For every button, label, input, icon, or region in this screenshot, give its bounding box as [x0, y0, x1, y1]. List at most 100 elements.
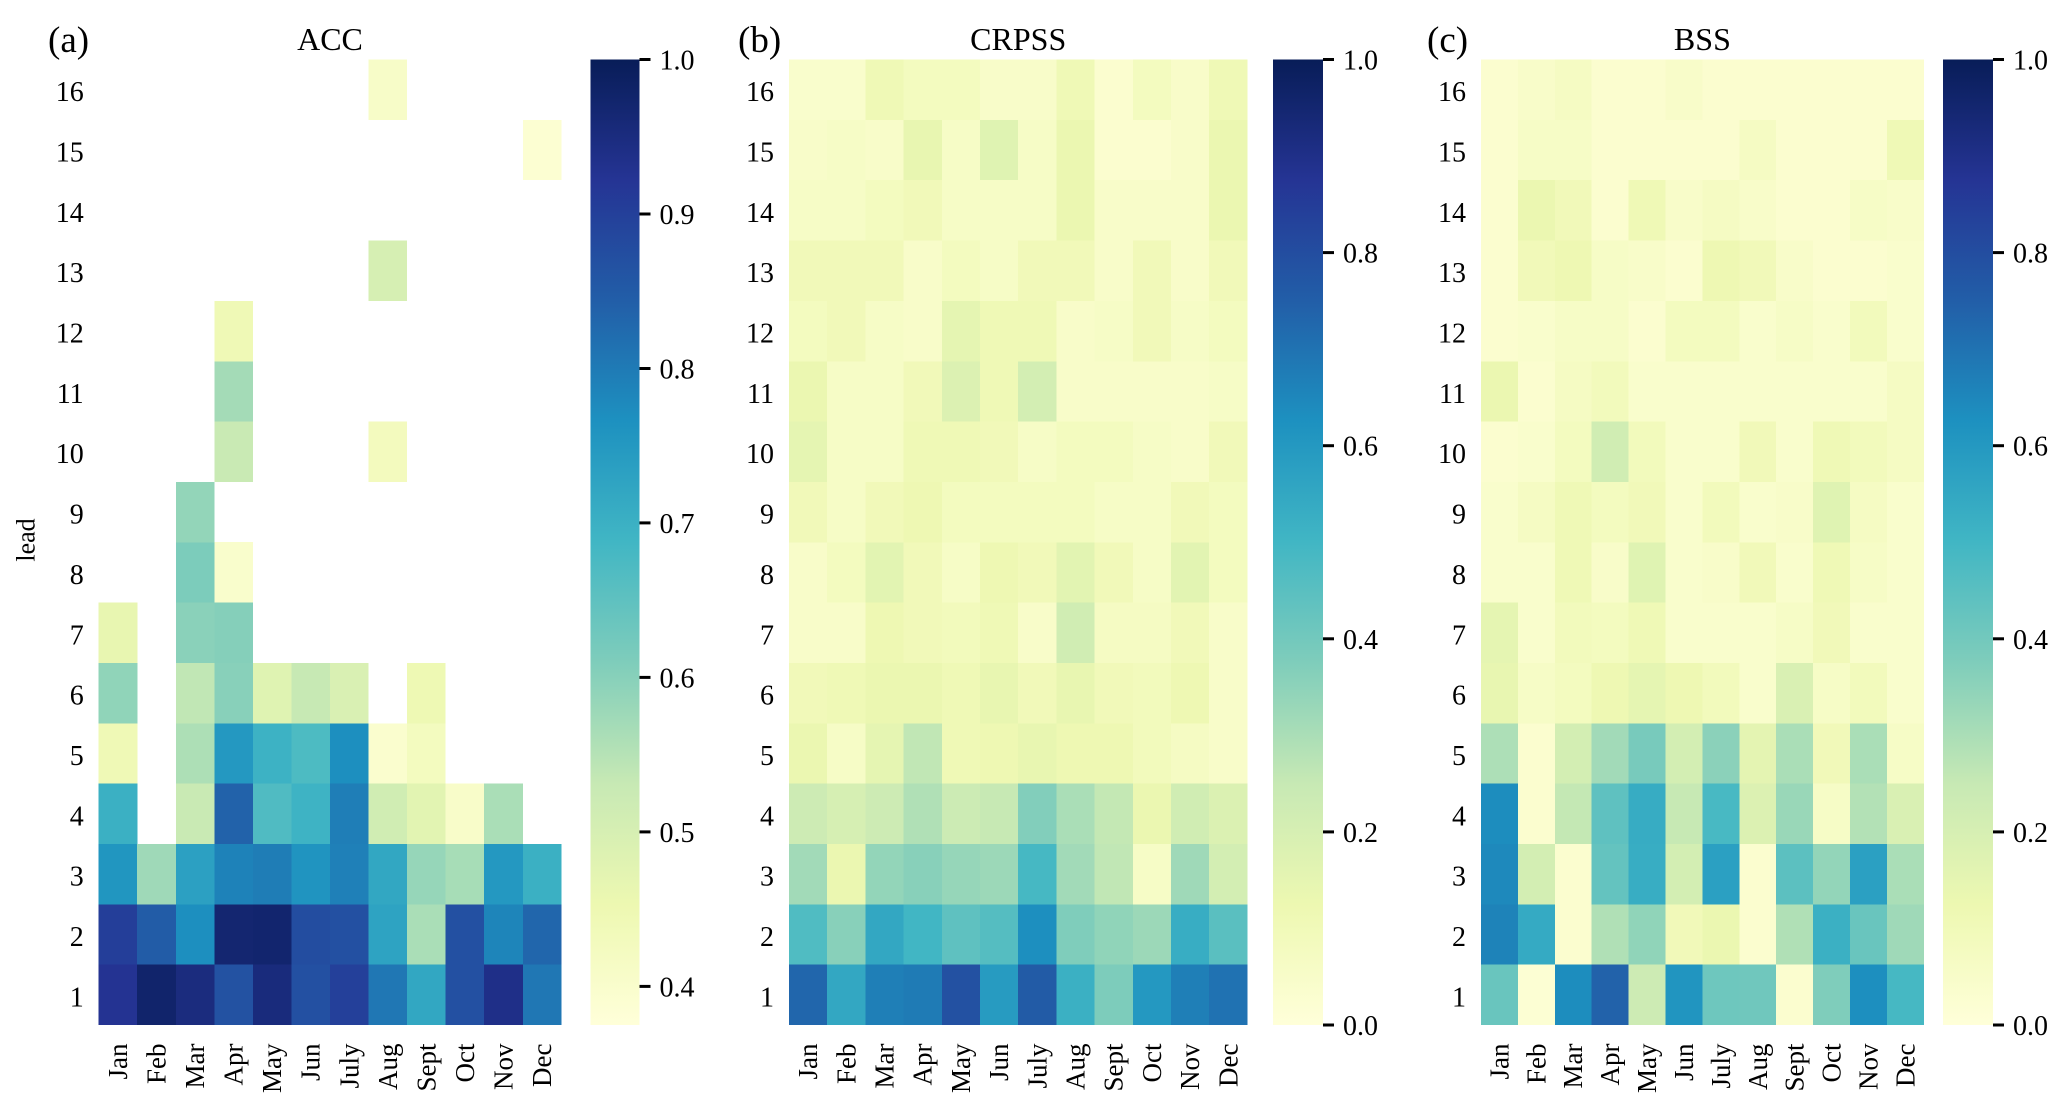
svg-text:16: 16: [746, 77, 774, 108]
svg-text:Feb: Feb: [1521, 1044, 1551, 1085]
svg-text:May: May: [1632, 1043, 1662, 1093]
svg-text:1.0: 1.0: [2013, 46, 2048, 77]
svg-text:8: 8: [70, 560, 84, 591]
svg-text:July: July: [1022, 1043, 1052, 1089]
svg-text:0.9: 0.9: [660, 200, 695, 231]
svg-text:Sept: Sept: [411, 1043, 441, 1092]
svg-text:Dec: Dec: [1213, 1043, 1243, 1086]
svg-text:4: 4: [70, 801, 84, 832]
svg-text:9: 9: [760, 500, 774, 531]
svg-text:3: 3: [1452, 862, 1466, 893]
svg-text:9: 9: [70, 500, 84, 531]
svg-text:Mar: Mar: [180, 1043, 210, 1088]
svg-text:0.8: 0.8: [660, 355, 695, 386]
svg-text:13: 13: [1438, 258, 1466, 289]
svg-text:1.0: 1.0: [1343, 46, 1378, 77]
svg-text:12: 12: [1438, 319, 1466, 350]
svg-text:6: 6: [1452, 681, 1466, 712]
svg-text:Jan: Jan: [1485, 1043, 1515, 1079]
svg-text:Jun: Jun: [296, 1043, 326, 1081]
svg-text:Apr: Apr: [908, 1044, 938, 1086]
svg-text:16: 16: [1438, 77, 1466, 108]
svg-text:15: 15: [1438, 138, 1466, 169]
svg-text:July: July: [1706, 1043, 1736, 1089]
svg-text:Jun: Jun: [984, 1043, 1014, 1081]
svg-text:ACC: ACC: [297, 21, 363, 57]
svg-text:0.4: 0.4: [660, 972, 695, 1003]
svg-text:1.0: 1.0: [660, 46, 695, 77]
svg-text:5: 5: [760, 741, 774, 772]
svg-text:Mar: Mar: [1558, 1043, 1588, 1088]
svg-text:8: 8: [1452, 560, 1466, 591]
svg-text:Apr: Apr: [1595, 1044, 1625, 1086]
svg-text:0.4: 0.4: [1343, 625, 1378, 656]
svg-text:Aug: Aug: [373, 1044, 403, 1091]
svg-text:8: 8: [760, 560, 774, 591]
svg-text:1: 1: [1452, 982, 1466, 1013]
svg-text:CRPSS: CRPSS: [970, 21, 1066, 57]
svg-text:0.6: 0.6: [2013, 432, 2048, 463]
svg-text:Dec: Dec: [1890, 1043, 1920, 1086]
svg-text:Mar: Mar: [870, 1043, 900, 1088]
svg-text:BSS: BSS: [1674, 21, 1731, 57]
svg-text:July: July: [334, 1043, 364, 1089]
svg-text:Aug: Aug: [1743, 1044, 1773, 1091]
svg-text:(c): (c): [1427, 20, 1468, 61]
svg-text:7: 7: [760, 620, 774, 651]
svg-text:7: 7: [70, 620, 84, 651]
svg-text:0.5: 0.5: [660, 818, 695, 849]
svg-text:May: May: [257, 1043, 287, 1093]
svg-text:5: 5: [70, 741, 84, 772]
svg-text:12: 12: [746, 319, 774, 350]
svg-text:(a): (a): [48, 20, 89, 61]
svg-text:0.2: 0.2: [1343, 818, 1378, 849]
svg-text:12: 12: [56, 319, 84, 350]
svg-text:3: 3: [760, 862, 774, 893]
svg-text:15: 15: [56, 138, 84, 169]
svg-text:15: 15: [746, 138, 774, 169]
svg-text:lead: lead: [12, 518, 41, 561]
svg-text:0.2: 0.2: [2013, 818, 2048, 849]
svg-text:0.8: 0.8: [2013, 239, 2048, 270]
svg-text:Nov: Nov: [1175, 1043, 1205, 1090]
svg-text:Dec: Dec: [527, 1043, 557, 1086]
svg-text:13: 13: [746, 258, 774, 289]
svg-text:Jan: Jan: [103, 1043, 133, 1079]
svg-text:13: 13: [56, 258, 84, 289]
svg-text:Nov: Nov: [489, 1043, 519, 1090]
svg-text:14: 14: [746, 198, 774, 229]
svg-text:0.7: 0.7: [660, 509, 695, 540]
svg-text:4: 4: [760, 801, 774, 832]
svg-text:Oct: Oct: [450, 1043, 480, 1082]
svg-text:10: 10: [1438, 439, 1466, 470]
svg-text:Jan: Jan: [793, 1043, 823, 1079]
svg-text:0.6: 0.6: [660, 663, 695, 694]
svg-text:6: 6: [70, 681, 84, 712]
svg-text:0.8: 0.8: [1343, 239, 1378, 270]
svg-text:14: 14: [1438, 198, 1466, 229]
svg-text:2: 2: [760, 922, 774, 953]
svg-text:May: May: [946, 1043, 976, 1093]
svg-text:Nov: Nov: [1854, 1043, 1884, 1090]
svg-text:1: 1: [760, 982, 774, 1013]
svg-text:Oct: Oct: [1817, 1043, 1847, 1082]
svg-text:3: 3: [70, 862, 84, 893]
svg-text:(b): (b): [738, 20, 781, 61]
svg-text:9: 9: [1452, 500, 1466, 531]
svg-text:11: 11: [747, 379, 774, 410]
svg-text:Aug: Aug: [1061, 1044, 1091, 1091]
svg-text:6: 6: [760, 681, 774, 712]
svg-text:0.6: 0.6: [1343, 432, 1378, 463]
svg-text:Feb: Feb: [831, 1044, 861, 1085]
svg-text:Oct: Oct: [1137, 1043, 1167, 1082]
svg-text:2: 2: [70, 922, 84, 953]
svg-text:5: 5: [1452, 741, 1466, 772]
svg-text:Sept: Sept: [1099, 1043, 1129, 1092]
svg-text:2: 2: [1452, 922, 1466, 953]
svg-text:Apr: Apr: [219, 1044, 249, 1086]
svg-text:1: 1: [70, 982, 84, 1013]
svg-text:0.4: 0.4: [2013, 625, 2048, 656]
svg-text:Feb: Feb: [142, 1044, 172, 1085]
svg-text:14: 14: [56, 198, 84, 229]
svg-text:7: 7: [1452, 620, 1466, 651]
